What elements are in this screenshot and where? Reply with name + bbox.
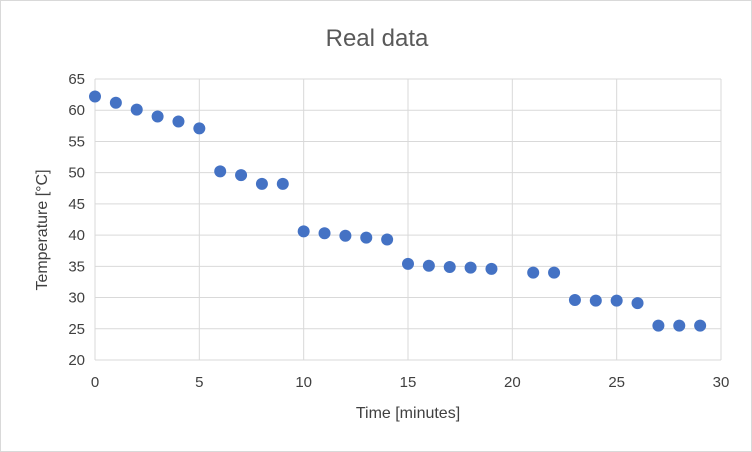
x-tick-label: 25	[608, 374, 625, 391]
data-point	[297, 225, 310, 238]
data-point	[694, 319, 707, 332]
data-point	[381, 233, 394, 246]
data-point	[402, 257, 414, 270]
data-point	[318, 227, 331, 240]
data-point	[89, 90, 101, 103]
data-point	[193, 122, 206, 135]
data-point	[255, 177, 268, 190]
data-points	[89, 90, 707, 332]
data-point	[422, 259, 435, 272]
chart-title: Real data	[326, 25, 429, 52]
x-tick-label: 10	[295, 374, 312, 391]
y-tick-label: 65	[68, 71, 85, 88]
data-point	[548, 266, 561, 279]
x-tick-label: 0	[91, 374, 99, 391]
data-point	[485, 262, 498, 275]
data-point	[652, 319, 665, 332]
x-tick-label: 5	[195, 374, 203, 391]
y-tick-label: 20	[68, 352, 85, 369]
data-point	[172, 115, 185, 128]
data-point	[235, 169, 248, 182]
data-point	[443, 260, 456, 273]
y-tick-label: 35	[68, 258, 85, 275]
grid-lines	[94, 78, 722, 361]
data-point	[568, 294, 581, 307]
data-point	[109, 96, 122, 109]
y-axis-title: Temperature [°C]	[34, 169, 51, 290]
y-tick-label: 60	[68, 102, 85, 119]
data-point	[339, 229, 352, 242]
data-point	[589, 294, 602, 307]
data-point	[151, 110, 164, 123]
data-point	[276, 177, 289, 190]
data-point	[527, 266, 540, 279]
y-tick-label: 45	[68, 196, 85, 213]
data-point	[464, 261, 477, 274]
x-tick-label: 30	[713, 374, 730, 391]
y-axis-ticks: 20 25 30 35 40 45 50 55 60 65	[68, 71, 85, 369]
data-point	[631, 297, 644, 310]
x-axis-title: Time [minutes]	[356, 405, 460, 422]
y-tick-label: 50	[68, 165, 85, 182]
data-point	[360, 231, 373, 244]
x-axis-ticks: 0 5 10 15 20 25 30	[91, 374, 730, 391]
data-point	[130, 103, 143, 116]
y-tick-label: 25	[68, 321, 85, 338]
x-tick-label: 20	[504, 374, 521, 391]
data-point	[610, 294, 623, 307]
x-tick-label: 15	[400, 374, 417, 391]
y-tick-label: 40	[68, 227, 85, 244]
y-tick-label: 55	[68, 133, 85, 150]
data-point	[673, 319, 686, 332]
y-tick-label: 30	[68, 290, 85, 307]
data-point	[214, 165, 227, 178]
